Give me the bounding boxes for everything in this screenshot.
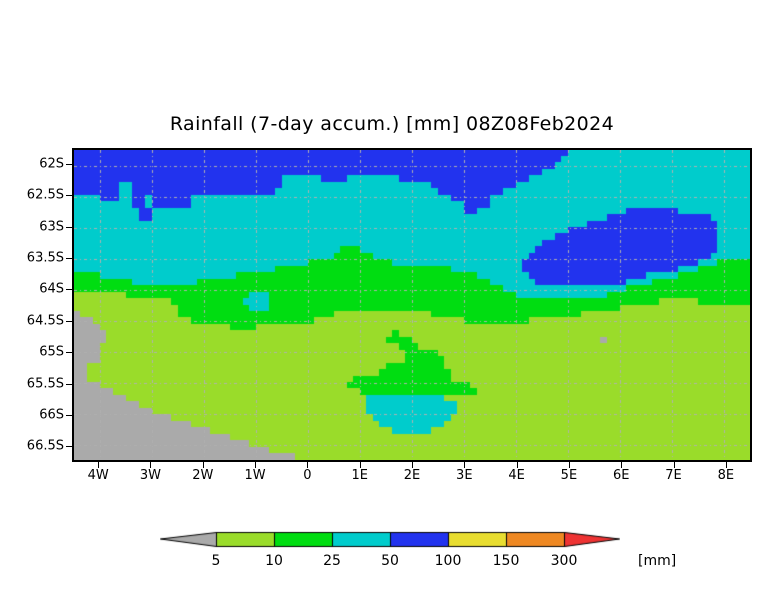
x-tick-label: 3W (139, 468, 162, 483)
colorbar-canvas[interactable] (160, 527, 620, 551)
x-tick-label: 7E (665, 468, 682, 483)
rainfall-map-canvas[interactable] (74, 150, 750, 460)
plot-frame (72, 148, 752, 462)
colorbar-tick-label: 5 (211, 553, 221, 569)
x-tick-label: 1E (351, 468, 368, 483)
x-tick-label: 3E (456, 468, 473, 483)
y-tick-mark (66, 446, 72, 447)
x-tick-label: 4W (87, 468, 109, 483)
y-tick-label: 62.5S (26, 187, 64, 203)
colorbar-tick-label: 50 (381, 553, 399, 569)
x-tick-mark (569, 462, 570, 468)
x-tick-label: 1W (244, 468, 266, 483)
x-tick-mark (307, 462, 308, 468)
y-tick-mark (66, 258, 72, 259)
x-tick-mark (517, 462, 518, 468)
x-tick-label: 8E (717, 468, 735, 483)
y-tick-mark (66, 195, 72, 196)
y-tick-mark (66, 289, 72, 290)
y-tick-label: 64S (39, 281, 64, 297)
y-tick-label: 66S (39, 407, 64, 423)
y-tick-label: 65S (39, 344, 64, 360)
colorbar-tick-label: 10 (265, 553, 283, 569)
x-tick-label: 2W (192, 468, 214, 483)
y-tick-mark (66, 352, 72, 353)
x-tick-label: 0 (303, 468, 312, 483)
y-tick-mark (66, 415, 72, 416)
colorbar-tick-label: 25 (323, 553, 341, 569)
x-tick-mark (674, 462, 675, 468)
y-tick-label: 62S (39, 156, 64, 172)
colorbar-unit-label: [mm] (638, 553, 677, 569)
x-tick-label: 6E (612, 468, 630, 483)
x-tick-mark (203, 462, 204, 468)
x-tick-mark (726, 462, 727, 468)
x-tick-mark (255, 462, 256, 468)
x-tick-mark (98, 462, 99, 468)
y-tick-mark (66, 384, 72, 385)
x-tick-label: 4E (508, 468, 525, 483)
y-tick-mark (66, 227, 72, 228)
chart-title: Rainfall (7-day accum.) [mm] 08Z08Feb202… (169, 113, 615, 135)
y-tick-label: 63S (39, 219, 64, 234)
x-tick-label: 2E (403, 468, 421, 483)
x-tick-mark (150, 462, 151, 468)
x-tick-label: 5E (560, 468, 578, 483)
x-tick-mark (360, 462, 361, 468)
y-tick-label: 66.5S (26, 438, 64, 454)
colorbar-tick-label: 100 (434, 553, 462, 569)
colorbar[interactable]: 5 10 25 50 100 150 300 [mm] (0, 527, 784, 587)
x-tick-mark (412, 462, 413, 468)
y-tick-mark (66, 321, 72, 322)
colorbar-tick-label: 150 (492, 553, 520, 569)
x-tick-mark (464, 462, 465, 468)
x-tick-mark (621, 462, 622, 468)
y-tick-label: 65.5S (26, 376, 64, 391)
colorbar-tick-label: 300 (550, 553, 578, 569)
y-tick-label: 64.5S (26, 313, 64, 329)
y-tick-label: 63.5S (26, 250, 64, 266)
y-tick-mark (66, 164, 72, 165)
